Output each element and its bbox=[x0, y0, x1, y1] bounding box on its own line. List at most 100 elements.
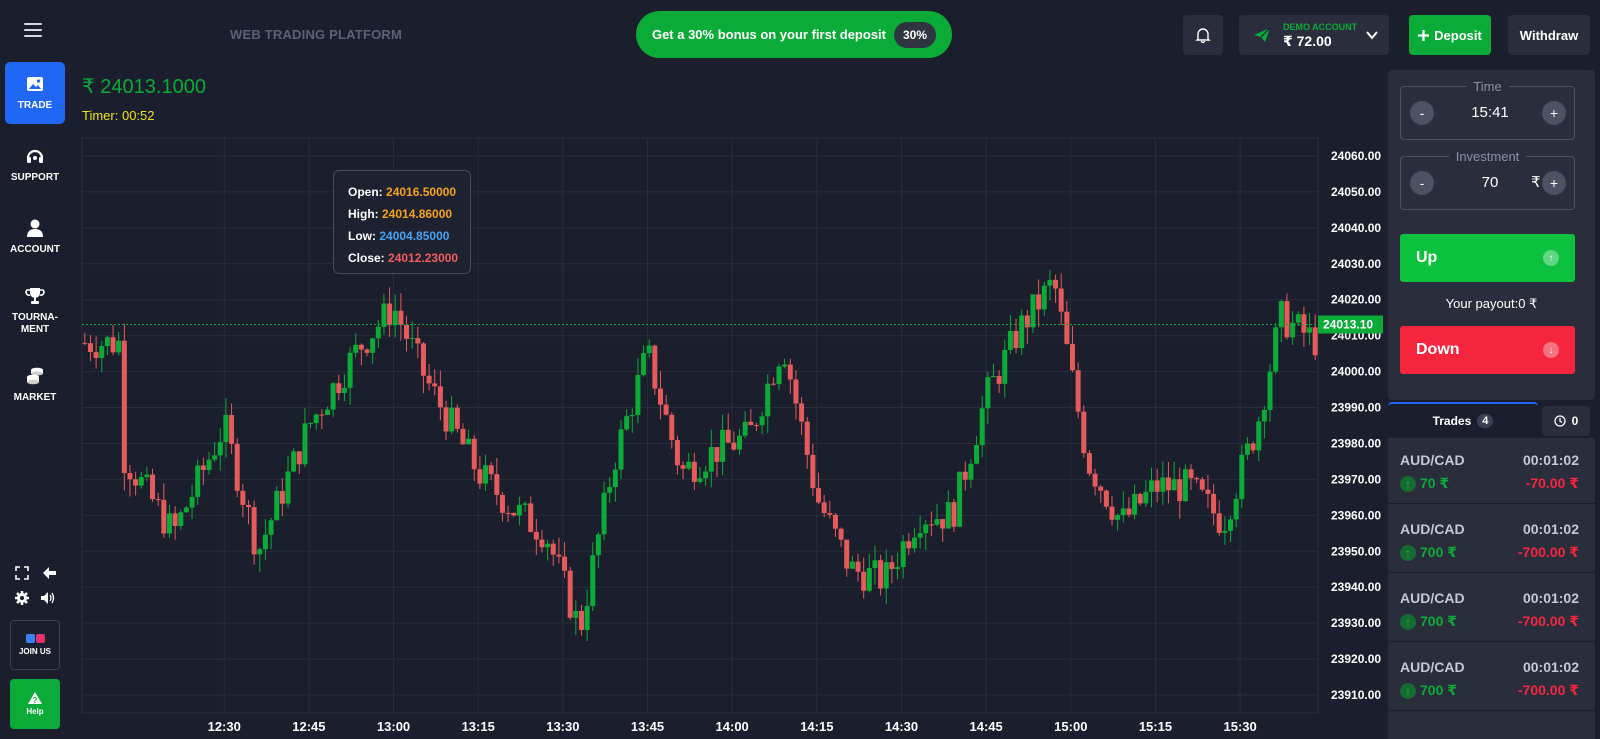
candle-body bbox=[195, 465, 201, 497]
clock-icon bbox=[1554, 415, 1566, 427]
candle-body bbox=[872, 560, 878, 568]
candle-body bbox=[392, 310, 398, 326]
candle-body bbox=[1244, 443, 1250, 455]
candle-body bbox=[1177, 479, 1183, 502]
candle-body bbox=[353, 344, 359, 353]
tab-history[interactable]: 0 bbox=[1542, 406, 1590, 436]
candle-body bbox=[1301, 314, 1307, 333]
candle-body bbox=[765, 383, 771, 417]
arrow-down-icon: ↓ bbox=[1543, 342, 1559, 358]
time-field: Time - 15:41 + bbox=[1400, 79, 1575, 140]
join-us-button[interactable]: JOIN US bbox=[10, 620, 60, 670]
candle-body bbox=[951, 502, 957, 527]
investment-decrease-button[interactable]: - bbox=[1410, 171, 1434, 195]
candle-body bbox=[426, 375, 432, 384]
nav-account[interactable]: ACCOUNT bbox=[5, 206, 65, 268]
arrow-up-icon: ↑ bbox=[1400, 613, 1416, 630]
candle-body bbox=[1160, 477, 1166, 492]
candle-body bbox=[466, 438, 472, 445]
y-tick-label: 23910.00 bbox=[1331, 688, 1381, 702]
candle-body bbox=[302, 423, 308, 465]
tab-trades-label: Trades bbox=[1432, 414, 1472, 428]
candle-body bbox=[646, 345, 652, 354]
arrow-up-icon: ↑ bbox=[1543, 250, 1559, 266]
candle-body bbox=[144, 474, 150, 478]
candlestick-chart[interactable]: 24060.00 24050.00 24040.00 24030.00 24020.00… bbox=[0, 0, 1392, 739]
candle-body bbox=[206, 459, 212, 470]
help-button[interactable]: ? Help bbox=[10, 679, 60, 729]
candle-body bbox=[1228, 519, 1234, 531]
nav-support[interactable]: SUPPORT bbox=[5, 134, 65, 196]
arrow-left-icon[interactable] bbox=[40, 565, 58, 581]
trade-item[interactable]: AUD/CAD 00:01:02 ↑ 70 ₹ -70.00 ₹ bbox=[1388, 438, 1595, 504]
investment-increase-button[interactable]: + bbox=[1542, 171, 1566, 195]
candle-body bbox=[200, 465, 206, 470]
candle-body bbox=[968, 463, 974, 480]
candle-body bbox=[1069, 343, 1075, 371]
candle-body bbox=[1154, 480, 1160, 492]
nav-tournament[interactable]: TOURNA- MENT bbox=[5, 276, 65, 346]
candle-body bbox=[962, 471, 968, 480]
trade-item[interactable]: AUD/CAD 00:01:02 ↑ 700 ₹ -700.00 ₹ bbox=[1388, 576, 1595, 642]
candle-body bbox=[347, 352, 353, 388]
hamburger-menu-icon[interactable] bbox=[24, 22, 46, 38]
candle-body bbox=[737, 435, 743, 450]
y-tick-label: 24060.00 bbox=[1331, 149, 1381, 163]
trade-time: 00:01:02 bbox=[1522, 521, 1579, 537]
candle-body bbox=[404, 324, 410, 339]
trade-item[interactable]: AUD/CAD 00:01:02 ↑ 700 ₹ -700.00 ₹ bbox=[1388, 645, 1595, 711]
candle-body bbox=[731, 442, 737, 450]
candle-body bbox=[714, 447, 720, 462]
withdraw-button[interactable]: Withdraw bbox=[1508, 15, 1590, 55]
candle-body bbox=[945, 502, 951, 529]
candle-body bbox=[178, 512, 184, 527]
speaker-icon[interactable] bbox=[40, 590, 56, 606]
candle-body bbox=[849, 561, 855, 569]
candle-body bbox=[804, 421, 810, 455]
candle-body bbox=[336, 383, 342, 393]
nav-market[interactable]: MARKET bbox=[5, 354, 65, 416]
trade-panel: Time - 15:41 + Investment - 70 ₹ + Up ↑ … bbox=[1388, 70, 1595, 400]
candle-body bbox=[742, 421, 748, 436]
promo-banner[interactable]: Get a 30% bonus on your first deposit 30… bbox=[636, 11, 952, 58]
candle-body bbox=[1058, 288, 1064, 312]
up-button[interactable]: Up ↑ bbox=[1400, 234, 1575, 282]
time-value[interactable]: 15:41 bbox=[1471, 104, 1509, 121]
trade-profit-loss: -700.00 ₹ bbox=[1517, 682, 1579, 698]
candle-body bbox=[133, 479, 139, 486]
investment-currency: ₹ bbox=[1531, 174, 1541, 191]
candle-body bbox=[1103, 490, 1109, 507]
left-sidebar: TRADE SUPPORT ACCOUNT TOURNA- MENT MARKE… bbox=[0, 0, 70, 739]
down-button[interactable]: Down ↓ bbox=[1400, 326, 1575, 374]
time-increase-button[interactable]: + bbox=[1542, 101, 1566, 125]
account-switcher[interactable]: DEMO ACCOUNT ₹ 72.00 bbox=[1239, 15, 1389, 55]
candle-body bbox=[584, 605, 590, 630]
candle-body bbox=[99, 346, 105, 358]
x-tick-label: 13:15 bbox=[462, 719, 495, 734]
notifications-button[interactable] bbox=[1183, 15, 1223, 55]
x-tick-label: 12:30 bbox=[208, 719, 241, 734]
gear-icon[interactable] bbox=[14, 590, 30, 606]
trade-pair: AUD/CAD bbox=[1400, 521, 1465, 537]
investment-value[interactable]: 70 bbox=[1481, 174, 1499, 191]
candle-body bbox=[793, 379, 799, 404]
candle-body bbox=[1278, 301, 1284, 328]
candle-body bbox=[1284, 301, 1290, 338]
candle-body bbox=[483, 465, 489, 484]
candle-body bbox=[166, 513, 172, 534]
candle-body bbox=[923, 524, 929, 534]
y-tick-label: 24020.00 bbox=[1331, 293, 1381, 307]
nav-trade[interactable]: TRADE bbox=[5, 62, 65, 124]
trade-item[interactable]: AUD/CAD 00:01:02 ↑ 700 ₹ -700.00 ₹ bbox=[1388, 507, 1595, 573]
candle-body bbox=[979, 408, 985, 445]
candle-body bbox=[488, 465, 494, 475]
deposit-button[interactable]: Deposit bbox=[1409, 15, 1491, 55]
tooltip-close: Close: 24012.23000 bbox=[348, 251, 459, 265]
candle-body bbox=[674, 439, 680, 466]
trade-profit-loss: -700.00 ₹ bbox=[1517, 613, 1579, 629]
fullscreen-icon[interactable] bbox=[14, 565, 30, 581]
tab-trades[interactable]: Trades 4 bbox=[1388, 402, 1538, 438]
candle-body bbox=[1250, 443, 1256, 451]
candle-body bbox=[437, 386, 443, 408]
time-decrease-button[interactable]: - bbox=[1410, 101, 1434, 125]
